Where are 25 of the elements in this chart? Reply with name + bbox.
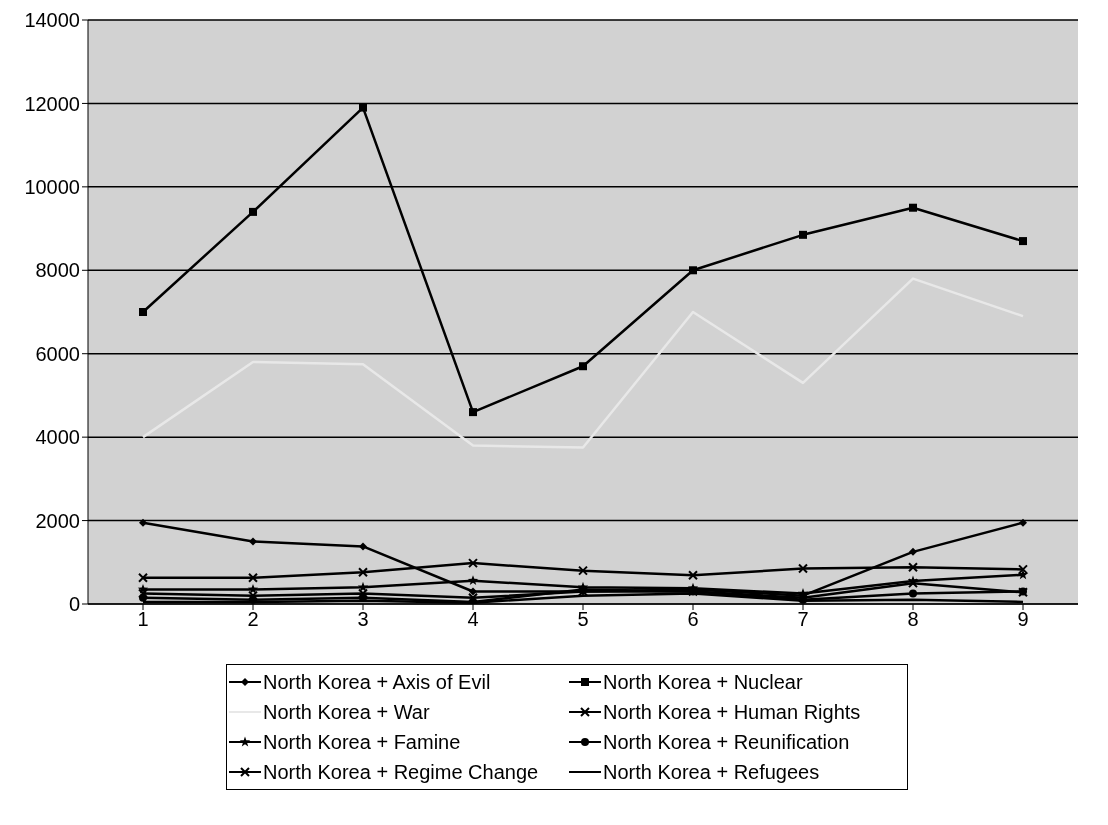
legend-label: North Korea + War [263,700,430,724]
legend-label: North Korea + Reunification [603,730,850,754]
legend-label: North Korea + Refugees [603,760,820,784]
y-tick-label: 2000 [35,509,80,532]
y-tick-label: 12000 [24,92,80,115]
legend-label: North Korea + Human Rights [603,700,861,724]
y-tick-label: 4000 [35,426,80,449]
x-tick-label: 6 [687,608,699,631]
y-tick-label: 14000 [24,9,80,32]
x-tick-label: 9 [1017,608,1029,631]
x-tick-label: 8 [907,608,919,631]
y-tick-label: 8000 [35,259,80,282]
y-tick-label: 10000 [24,175,80,198]
legend-label: North Korea + Regime Change [263,760,539,784]
y-tick-label: 6000 [35,342,80,365]
legend-label: North Korea + Nuclear [603,670,803,694]
y-tick-label: 0 [68,593,80,616]
x-tick-label: 7 [797,608,809,631]
x-tick-label: 5 [577,608,589,631]
x-tick-label: 1 [137,608,149,631]
legend-label: North Korea + Axis of Evil [263,670,491,694]
legend-label: North Korea + Famine [263,730,461,754]
x-tick-label: 2 [247,608,259,631]
x-tick-label: 3 [357,608,369,631]
x-tick-label: 4 [467,608,479,631]
